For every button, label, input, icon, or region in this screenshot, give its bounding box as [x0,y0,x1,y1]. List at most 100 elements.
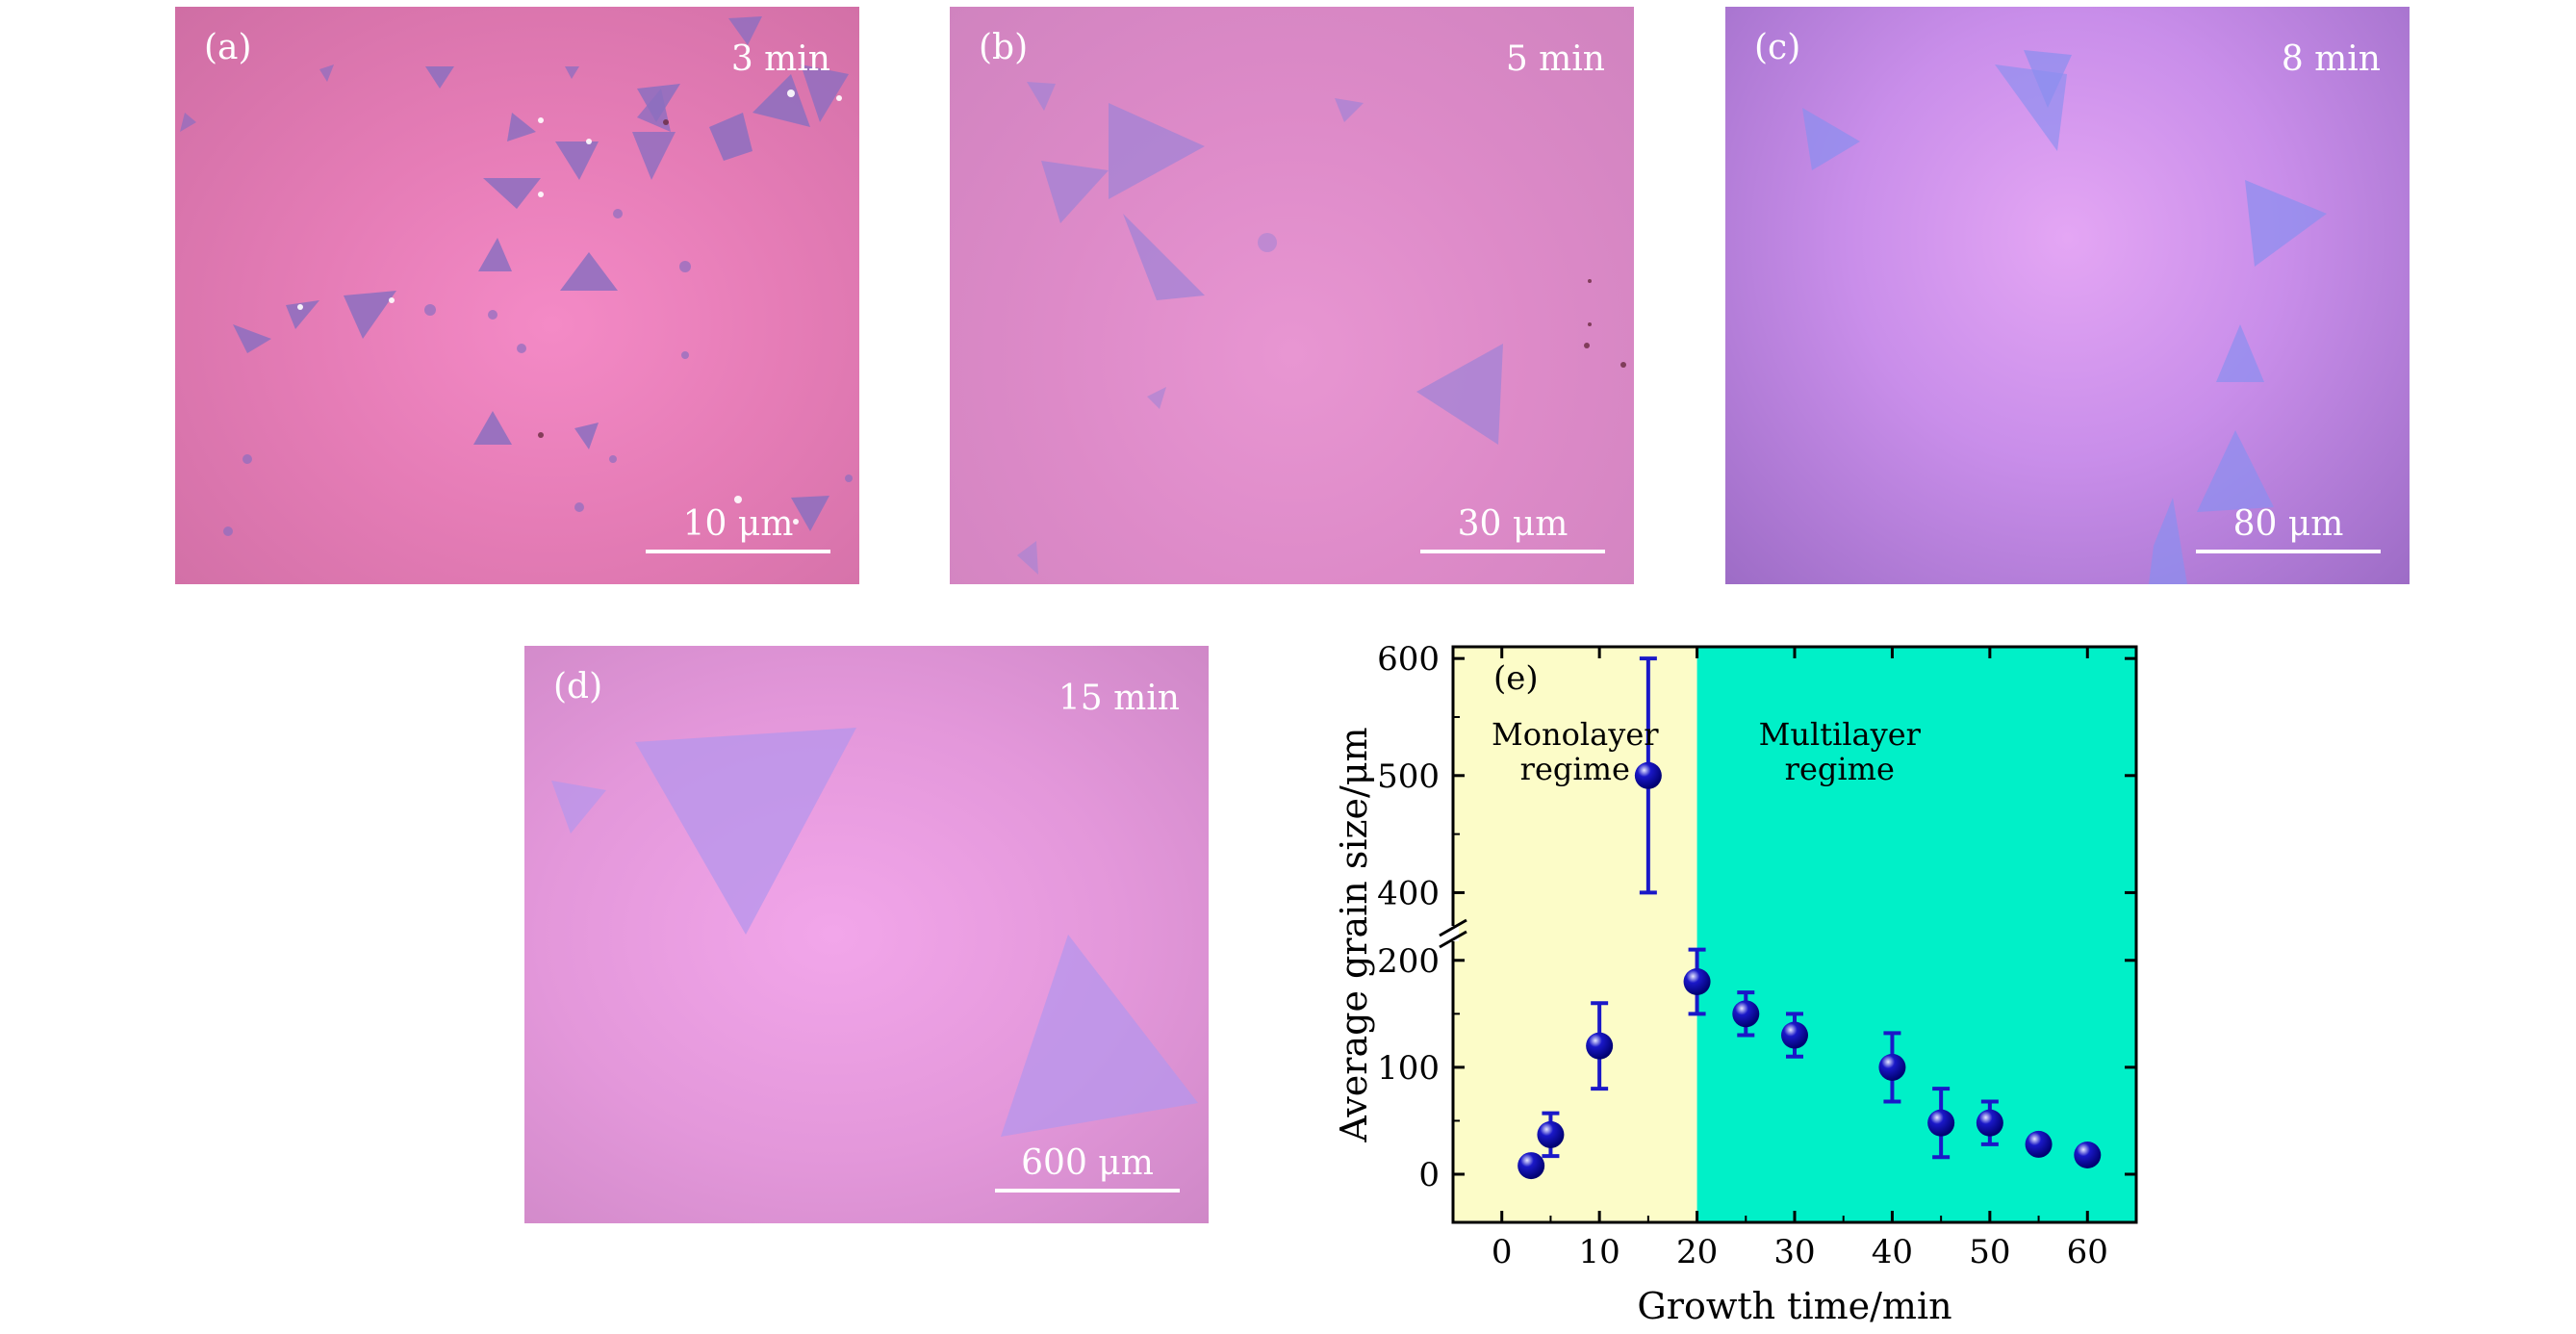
data-point-11 [2074,1142,2102,1168]
flake [233,324,271,353]
micrograph-panel-d: (d) 15 min 600 μm [524,646,1209,1223]
micrograph-panel-a: (a) 3 min 10 μm [175,7,859,584]
scale-bar-label: 10 μm [682,504,794,544]
panel-label: (c) [1754,28,1801,67]
flake [425,66,454,89]
flake [1001,935,1198,1137]
y-tick-label: 400 [1377,874,1440,912]
y-tick-label: 500 [1377,757,1440,796]
flake [632,132,676,180]
data-point-4 [1683,968,1711,995]
x-tick-label: 30 [1773,1233,1815,1271]
flake [286,300,319,329]
scale-bar: 30 μm [1420,505,1605,553]
x-tick-label: 50 [1969,1233,2010,1271]
flake [551,781,606,834]
growth-time-label: 15 min [1058,679,1180,718]
panel-label: (a) [204,28,252,67]
panel-label: (d) [553,667,603,706]
scale-bar-line [1420,550,1605,553]
data-point-7 [1878,1053,1906,1081]
flake [344,291,396,339]
micrograph-panel-b: (b) 5 min 30 μm [950,7,1634,584]
region-label-monolayer-2: regime [1520,751,1630,787]
data-point-1 [1537,1120,1565,1148]
data-point-0 [1518,1152,1545,1180]
data-point-9 [1976,1109,2003,1137]
flake [2245,180,2327,267]
flake [2149,498,2187,584]
region-label-multilayer: Multilayer [1759,716,1922,753]
flake [483,178,541,209]
data-point-10 [2025,1130,2053,1158]
x-tick-label: 10 [1579,1233,1620,1271]
flake [1109,103,1205,199]
flakes-a [180,16,853,536]
flake [2197,430,2274,512]
flake [1147,387,1166,409]
x-tick-label: 60 [2067,1233,2108,1271]
flake [637,84,680,122]
flakes-d [551,728,1198,1137]
data-point-2 [1586,1032,1614,1060]
x-tick-label: 0 [1492,1233,1513,1271]
growth-time-label: 5 min [1505,39,1605,79]
axis-break-mark [1439,918,1467,949]
flake [1017,541,1038,575]
scale-bar-line [2196,550,2381,553]
axis-break-slash-1 [1439,918,1467,937]
micrograph-panel-c: (c) 8 min 80 μm [1725,7,2410,584]
panel-label: (b) [979,28,1029,67]
flake [635,728,856,935]
monolayer-region [1453,647,1697,1222]
flake [574,423,599,449]
flake [2216,324,2264,382]
data-point-6 [1781,1021,1808,1049]
flake [752,74,810,127]
flake [1041,161,1109,223]
scale-bar-label: 80 μm [2232,504,2344,544]
scale-bar: 80 μm [2196,505,2381,553]
flake [560,252,618,291]
region-label-multilayer-2: regime [1785,751,1895,787]
flake [565,66,579,79]
scale-bar-label: 30 μm [1457,504,1569,544]
x-tick-label: 40 [1872,1233,1913,1271]
flake [791,496,829,531]
scale-bar: 10 μm [646,505,830,553]
flakes-c [1802,50,2327,584]
panel-label: (e) [1493,659,1539,698]
flake [709,113,752,161]
flake [555,141,599,180]
multilayer-region [1696,647,2136,1222]
data-point-3 [1634,761,1662,789]
flakes-b [1017,82,1626,575]
y-axis-label: Average grain size/μm [1333,727,1375,1142]
flake [1027,82,1056,111]
growth-time-label: 3 min [730,39,830,79]
scale-bar-label: 600 μm [1021,1143,1154,1183]
flake [180,113,196,132]
flake [507,113,536,141]
flake [1416,344,1503,445]
flake [319,64,334,82]
growth-time-label: 8 min [2281,39,2381,79]
scale-bar-line [995,1189,1180,1193]
y-tick-label: 600 [1377,640,1440,679]
data-point-8 [1927,1109,1955,1137]
chart-marks [1518,656,2102,1180]
axis-break-slash-2 [1439,930,1467,949]
y-tick-label: 100 [1377,1049,1440,1088]
flake [478,238,512,271]
data-point-5 [1732,1000,1760,1028]
x-axis-label: Growth time/min [1637,1285,1951,1327]
flake [801,64,849,122]
region-label-monolayer: Monolayer [1492,716,1659,753]
x-tick-label: 20 [1676,1233,1718,1271]
y-tick-label: 200 [1377,942,1440,981]
y-tick-label: 0 [1418,1156,1440,1194]
flake [1123,214,1205,300]
flake [728,16,762,45]
